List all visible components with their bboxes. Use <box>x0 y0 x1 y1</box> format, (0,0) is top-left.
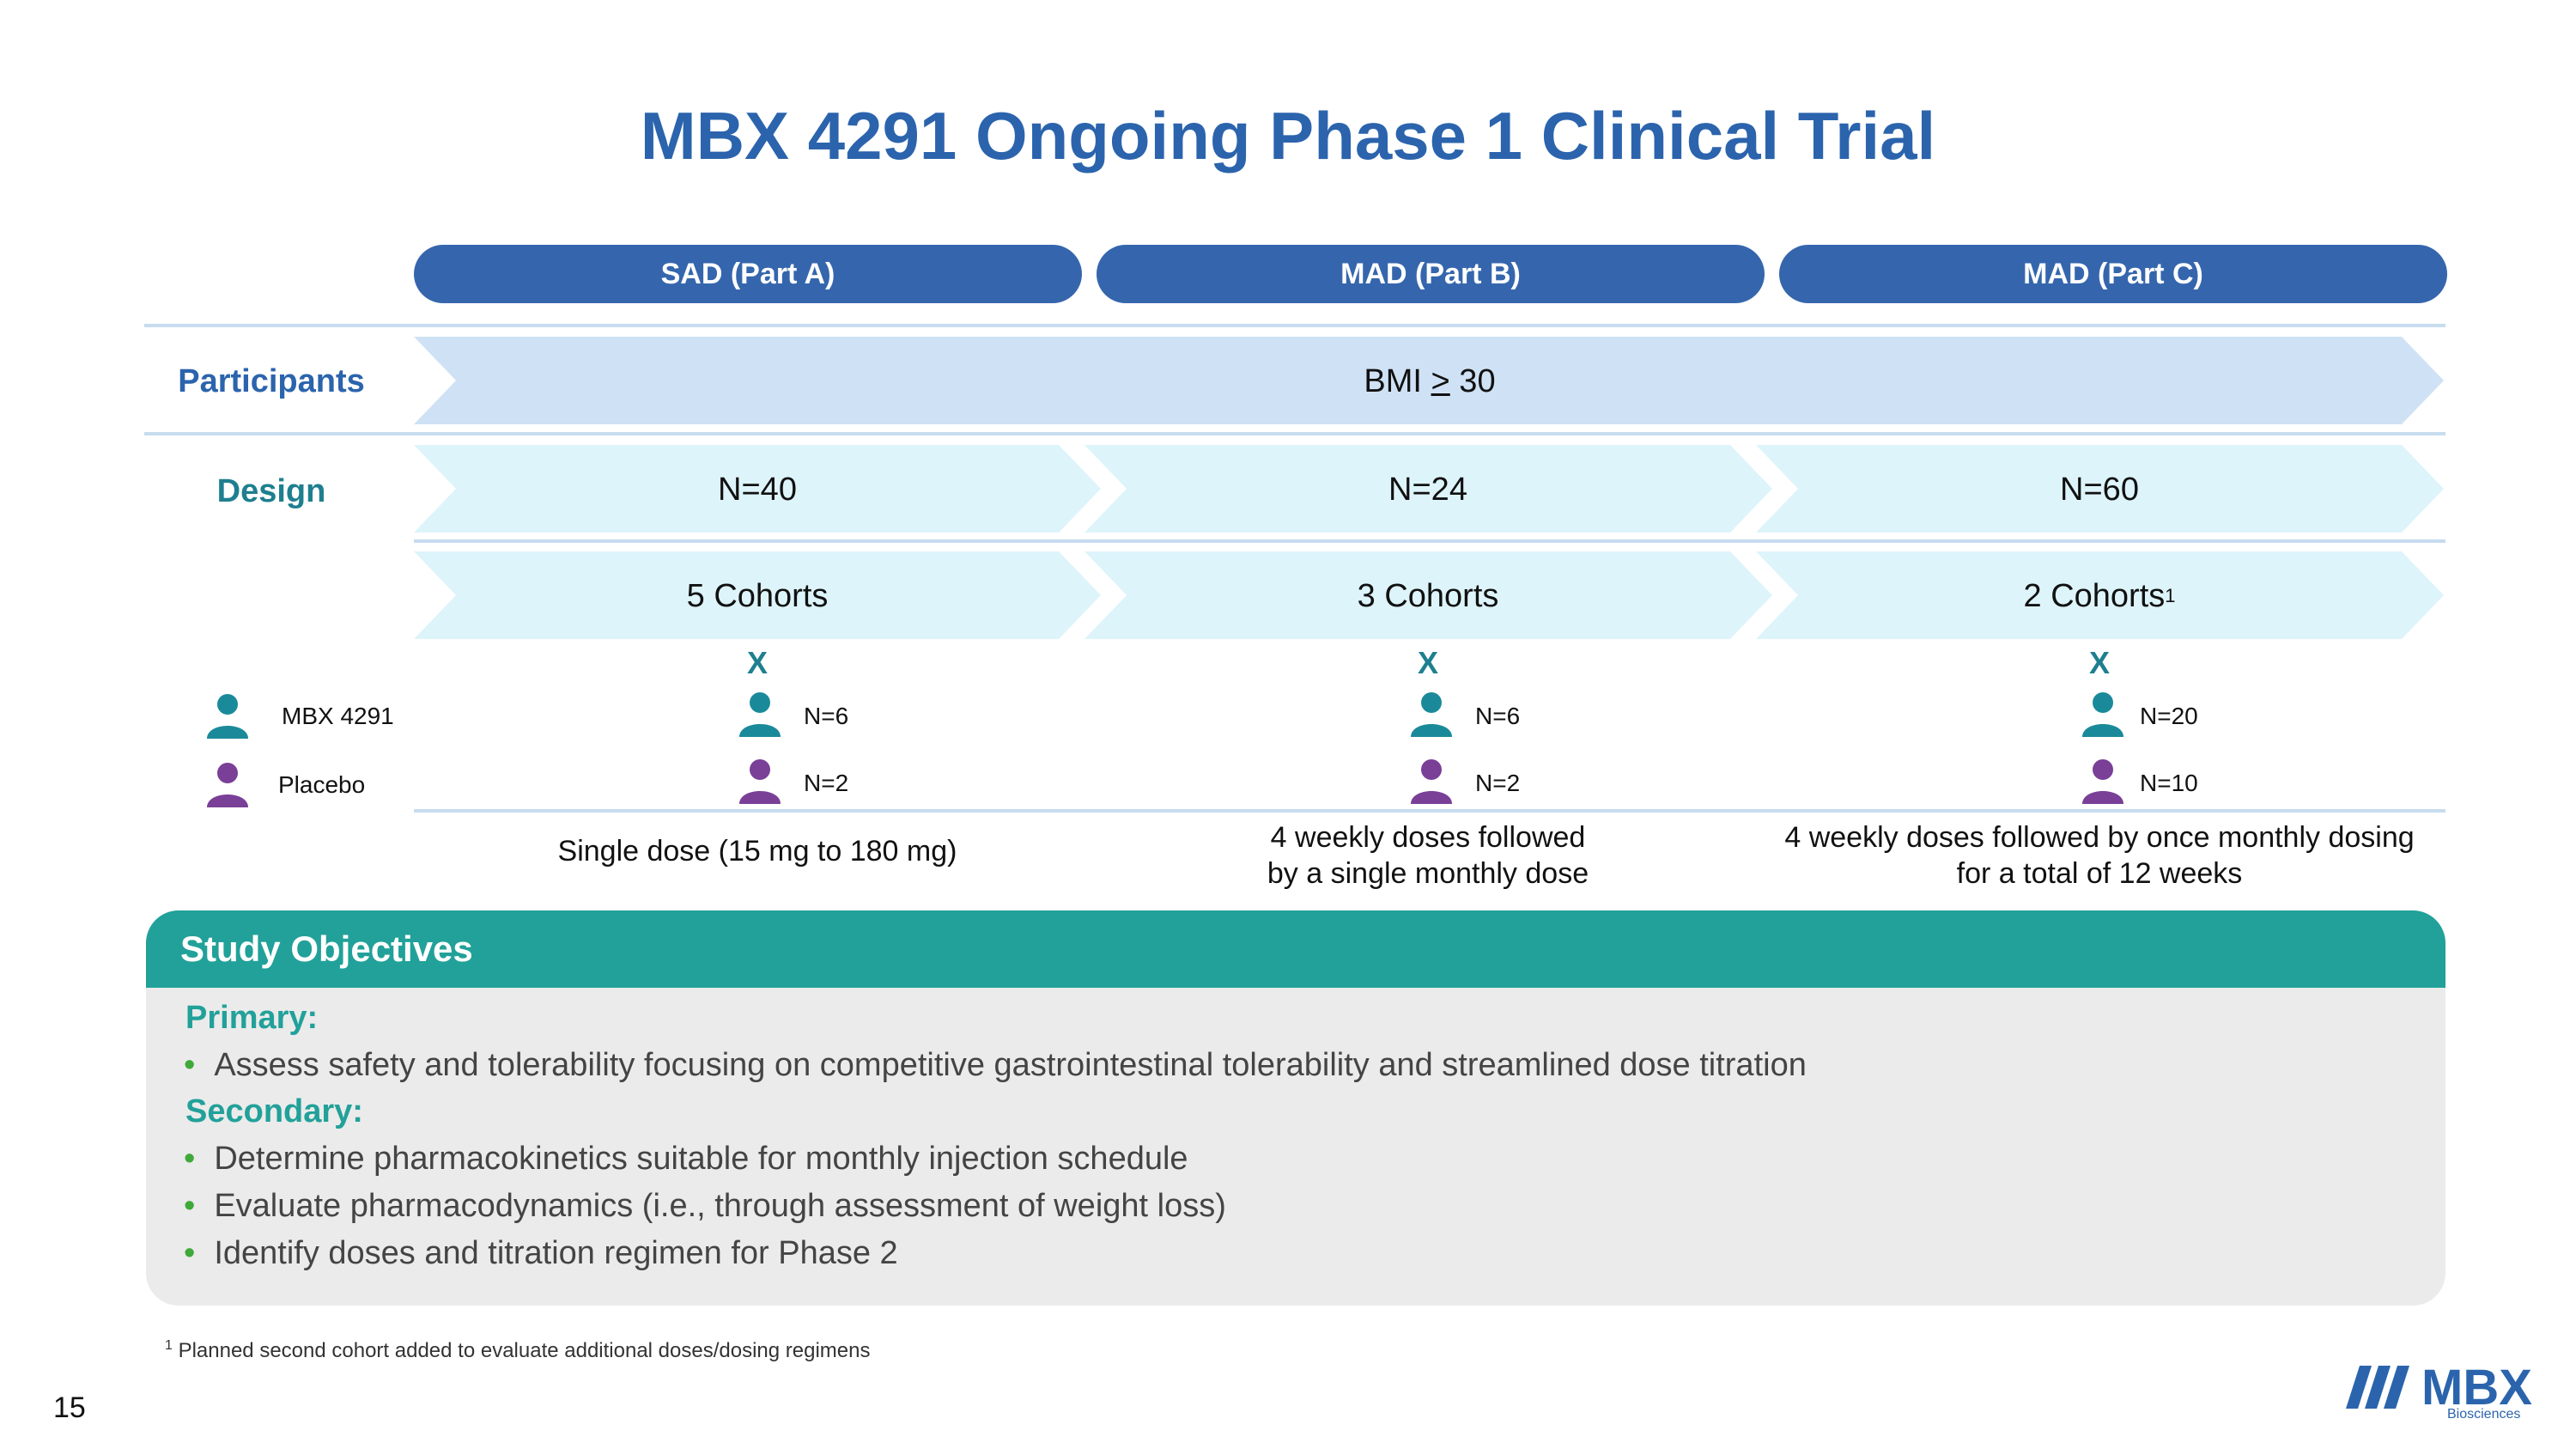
participants-suffix: 30 <box>1449 362 1496 399</box>
dosing-sad: Single dose (15 mg to 180 mg) <box>414 833 1101 869</box>
cohort-chevron-3 <box>1756 551 2444 639</box>
cohorts-mad-c-text: 2 Cohorts <box>2023 577 2166 614</box>
secondary-item-text: Determine pharmacokinetics suitable for … <box>214 1141 1188 1177</box>
dosing-mad-b-line1: 4 weekly doses followed <box>1270 821 1586 854</box>
dosing-mad-b: 4 weekly doses followed by a single mont… <box>1084 819 1771 892</box>
mbx-person-icon <box>207 694 248 739</box>
cohorts-footnote-marker: 1 <box>2165 585 2176 606</box>
bullet-icon: • <box>184 1047 196 1083</box>
column-header-mad-part-b: MAD (Part B) <box>1097 245 1765 303</box>
secondary-item: • Determine pharmacokinetics suitable for… <box>184 1141 1188 1178</box>
mbx-count-mad-c: N=20 <box>2140 703 2198 729</box>
mbx-logo-mark-icon <box>2346 1366 2409 1409</box>
mbx-person-icon <box>1411 692 1452 737</box>
column-header-mad-part-c: MAD (Part C) <box>1779 245 2447 303</box>
secondary-item: • Evaluate pharmacodynamics (i.e., throug… <box>184 1188 1226 1225</box>
logo-wordmark: MBX <box>2421 1360 2532 1416</box>
row-label-design: Design <box>216 472 326 509</box>
study-objectives-title: Study Objectives <box>180 928 473 969</box>
placebo-person-icon <box>739 759 781 804</box>
placebo-person-icon <box>2082 759 2123 804</box>
design-n-mad-b: N=24 <box>1388 471 1467 508</box>
participants-value: BMI > 30 <box>414 354 2445 409</box>
cohorts-mad-b-text: 3 Cohorts <box>1357 577 1499 614</box>
cross-mark-mad-c: X <box>2088 645 2110 680</box>
placebo-count-sad: N=2 <box>804 770 849 796</box>
secondary-item-text: Evaluate pharmacodynamics (i.e., through… <box>214 1188 1226 1224</box>
secondary-label: Secondary: <box>185 1093 363 1129</box>
divider-participants <box>144 432 2445 435</box>
cohorts-mad-b: 3 Cohorts <box>1084 569 1771 624</box>
placebo-count-mad-b: N=2 <box>1475 770 1521 796</box>
cohorts-sad: 5 Cohorts <box>414 569 1101 624</box>
logo-subtext: Biosciences <box>2447 1407 2521 1422</box>
divider-design <box>414 539 2445 543</box>
placebo-person-icon <box>1411 759 1452 804</box>
dosing-mad-b-line2: by a single monthly dose <box>1267 857 1589 890</box>
cohort-chevron-1 <box>414 551 1101 639</box>
dosing-mad-c: 4 weekly doses followed by once monthly … <box>1756 819 2443 892</box>
secondary-item-text: Identify doses and titration regimen for… <box>214 1235 898 1271</box>
placebo-count-mad-c: N=10 <box>2140 770 2198 796</box>
study-objectives-panel: Study Objectives Primary: • Assess safety… <box>146 910 2445 1306</box>
design-n-mad-c: N=60 <box>2060 471 2139 508</box>
slide-title: MBX 4291 Ongoing Phase 1 Clinical Trial <box>640 97 1936 174</box>
bullet-icon: • <box>184 1188 196 1224</box>
mbx-person-icon <box>739 692 781 737</box>
cross-mark-sad: X <box>746 645 768 680</box>
bullet-icon: • <box>184 1235 196 1271</box>
dosing-mad-c-line2: for a total of 12 weeks <box>1956 857 2243 890</box>
study-objectives-header: Study Objectives <box>146 910 2445 988</box>
divider-arms <box>414 809 2445 813</box>
mbx-count-mad-b: N=6 <box>1475 703 1521 729</box>
divider-top <box>144 324 2445 327</box>
design-n-sad: N=40 <box>718 471 797 508</box>
column-header-sad-part-a: SAD (Part A) <box>414 245 1082 303</box>
primary-item-text: Assess safety and tolerability focusing … <box>214 1047 1807 1083</box>
secondary-item: • Identify doses and titration regimen fo… <box>184 1235 898 1272</box>
cohorts-sad-text: 5 Cohorts <box>686 577 829 614</box>
participants-prefix: BMI <box>1364 362 1431 399</box>
footnote-marker: 1 <box>165 1338 173 1353</box>
cohorts-mad-c: 2 Cohorts 1 <box>1756 569 2443 624</box>
design-n-chevron-2 <box>1084 445 1772 533</box>
flow-chevrons <box>414 337 2444 639</box>
page-number: 15 <box>53 1391 86 1424</box>
cross-mark-mad-b: X <box>1417 645 1438 680</box>
dosing-mad-c-line1: 4 weekly doses followed by once monthly … <box>1784 821 2415 854</box>
design-n-chevron-3 <box>1756 445 2444 533</box>
dosing-sad-line1: Single dose (15 mg to 180 mg) <box>557 835 957 868</box>
row-label-participants: Participants <box>178 362 365 399</box>
mbx-person-icon <box>2082 692 2123 737</box>
primary-label: Primary: <box>185 1000 319 1036</box>
bullet-icon: • <box>184 1141 196 1177</box>
legend-mbx-label: MBX 4291 <box>282 703 394 729</box>
participants-operator: > <box>1431 362 1450 399</box>
participants-chevron <box>414 337 2444 424</box>
placebo-person-icon <box>207 763 248 807</box>
footnote: 1 Planned second cohort added to evaluat… <box>165 1338 870 1363</box>
design-n-chevron-1 <box>414 445 1101 533</box>
primary-item: • Assess safety and tolerability focusing… <box>184 1047 1807 1084</box>
footnote-text: Planned second cohort added to evaluate … <box>178 1339 871 1362</box>
cohort-chevron-2 <box>1084 551 1772 639</box>
mbx-count-sad: N=6 <box>804 703 849 729</box>
mbx-logo: MBX Biosciences <box>2346 1362 2543 1422</box>
legend-placebo-label: Placebo <box>278 771 366 798</box>
